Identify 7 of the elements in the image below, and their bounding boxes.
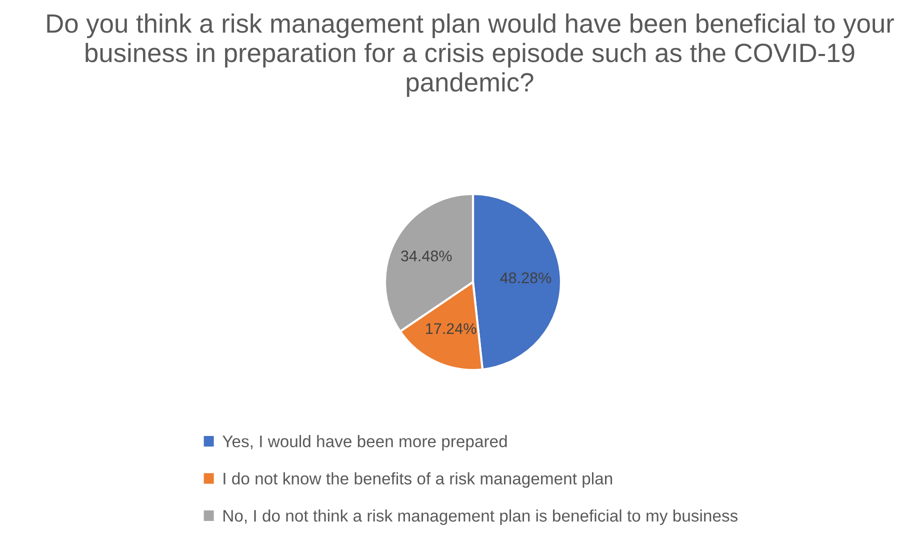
data-label: 34.48% bbox=[401, 250, 452, 262]
legend-label: Yes, I would have been more prepared bbox=[222, 435, 507, 451]
chart-title: Do you think a risk management plan would have been beneficial to your business in preparation for a crisis episode such as the COVID-19 pandemic? bbox=[47, 14, 894, 97]
legend-label: No, I do not think a risk management plan is beneficial to my business bbox=[224, 509, 738, 525]
data-label: 17.24% bbox=[426, 323, 476, 334]
legend-label: I do not know the benefits of a risk management plan bbox=[224, 472, 612, 488]
data-label: 48.28% bbox=[500, 272, 552, 284]
